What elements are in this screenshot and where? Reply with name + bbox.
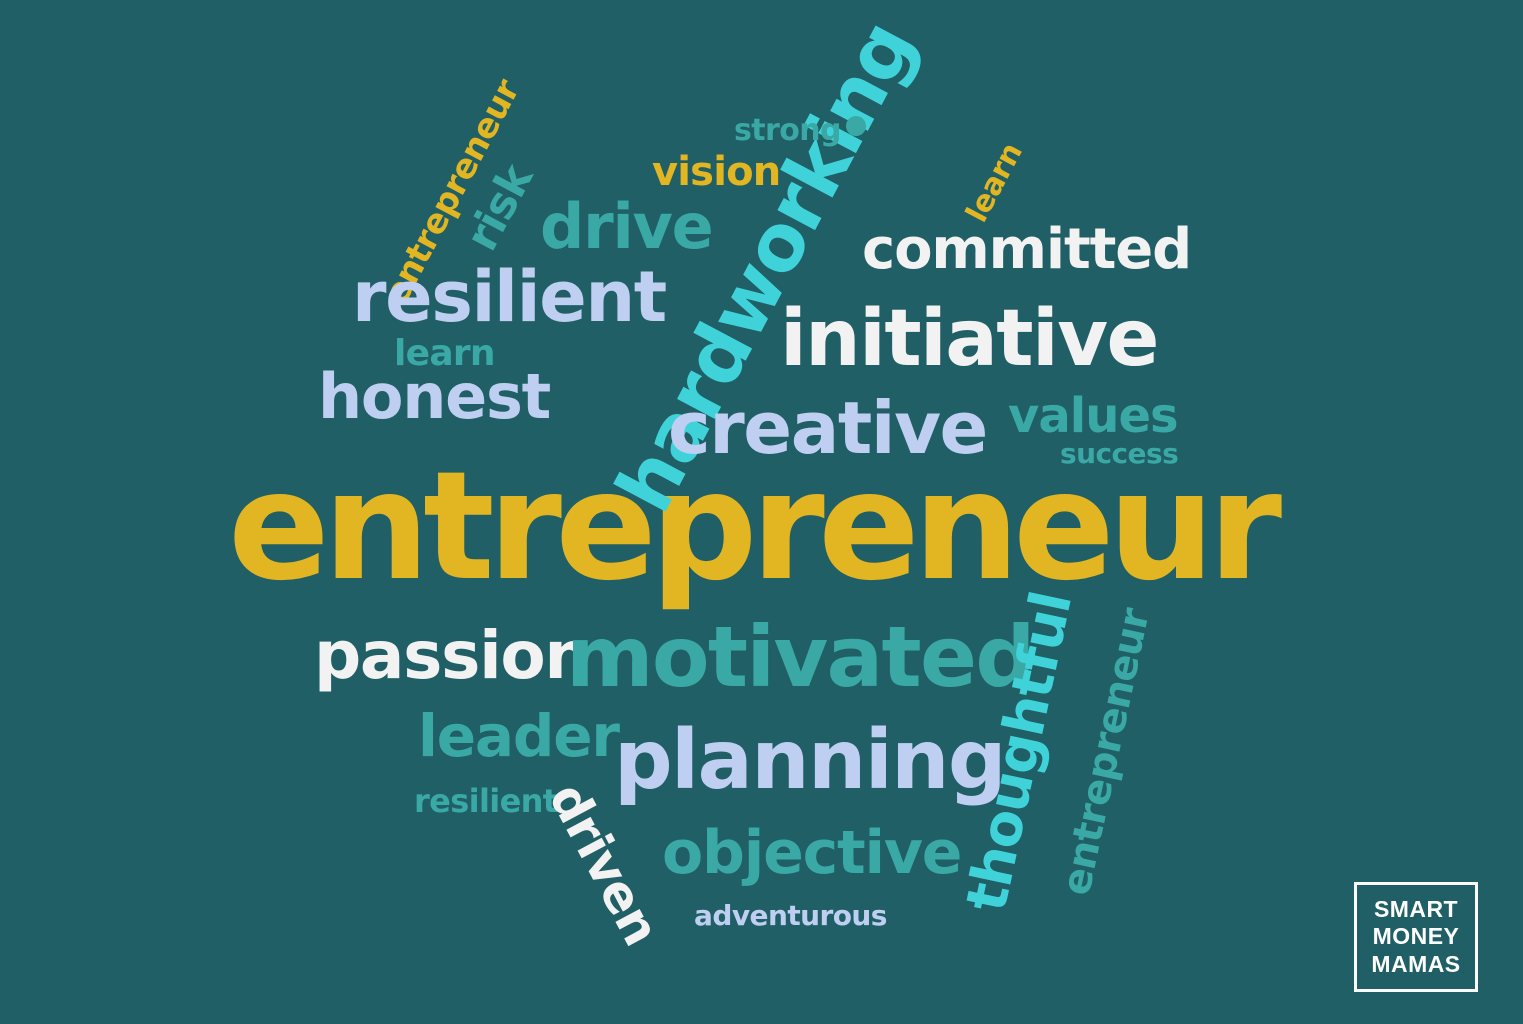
word-learn-right: learn <box>959 137 1030 229</box>
logo-line-2: MONEY <box>1372 923 1460 950</box>
logo-line-1: SMART <box>1373 896 1459 923</box>
word-strong: strong <box>734 113 841 148</box>
dot-mark <box>846 116 866 136</box>
word-entrepreneur-main: entrepreneur <box>228 440 1282 614</box>
word-motivated: motivated <box>566 608 1035 706</box>
word-initiative: initiative <box>780 294 1159 384</box>
word-resilient-bottom: resilient <box>414 782 558 820</box>
word-success: success <box>1060 437 1179 470</box>
word-learn-left: learn <box>394 333 496 374</box>
word-planning: planning <box>614 713 1007 808</box>
word-honest: honest <box>318 360 551 433</box>
word-passion: passion <box>314 617 591 694</box>
word-drive: drive <box>540 190 714 263</box>
word-objective: objective <box>662 818 962 888</box>
word-leader: leader <box>418 702 620 770</box>
word-committed: committed <box>862 217 1192 282</box>
word-values: values <box>1008 388 1179 444</box>
word-creative: creative <box>668 386 988 470</box>
smart-money-mamas-logo: SMART MONEY MAMAS <box>1354 882 1478 992</box>
logo-line-3: MAMAS <box>1371 950 1461 977</box>
word-adventurous: adventurous <box>694 899 887 932</box>
word-resilient-top: resilient <box>352 256 667 338</box>
word-vision: vision <box>652 149 781 195</box>
